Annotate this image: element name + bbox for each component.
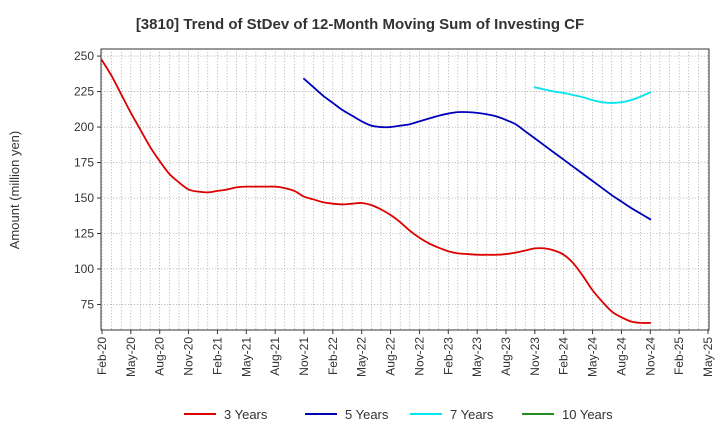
- x-tick-label: Aug-24: [614, 337, 628, 376]
- x-tick-label: Nov-24: [643, 337, 657, 376]
- x-tick-label: Feb-20: [95, 337, 109, 375]
- chart-title: [3810] Trend of StDev of 12-Month Moving…: [136, 16, 584, 33]
- legend-label-7-years: 7 Years: [450, 407, 494, 422]
- y-axis-ticks: 75 100 125 150 175 200 225 250: [74, 49, 101, 311]
- gridlines: [101, 49, 709, 330]
- x-tick-label: Feb-25: [672, 337, 686, 375]
- x-tick-label: May-24: [586, 337, 600, 377]
- x-tick-label: Feb-22: [326, 337, 340, 375]
- y-tick-label: 75: [81, 297, 95, 311]
- legend-label-5-years: 5 Years: [345, 407, 389, 422]
- x-tick-label: Feb-23: [441, 337, 455, 375]
- y-tick-label: 175: [74, 156, 94, 170]
- x-tick-label: Aug-21: [268, 337, 282, 376]
- plot-area: [100, 48, 710, 331]
- x-tick-label: May-20: [124, 337, 138, 377]
- x-tick-label: May-22: [355, 337, 369, 377]
- x-tick-label: Feb-21: [210, 337, 224, 375]
- y-tick-label: 225: [74, 85, 94, 99]
- x-tick-label: Nov-21: [297, 337, 311, 376]
- x-tick-label: May-23: [470, 337, 484, 377]
- legend-label-3-years: 3 Years: [224, 407, 268, 422]
- x-tick-label: Nov-23: [528, 337, 542, 376]
- x-tick-label: Aug-22: [384, 337, 398, 376]
- legend: 3 Years 5 Years 7 Years 10 Years: [184, 407, 613, 422]
- x-tick-label: May-21: [239, 337, 253, 377]
- x-axis-ticks: Feb-20 May-20 Aug-20 Nov-20 Feb-21 May-21 Aug-…: [95, 330, 715, 377]
- series-line-5-years: [303, 77, 652, 221]
- y-tick-label: 125: [74, 226, 94, 240]
- series-line-7-years: [533, 86, 652, 104]
- y-tick-label: 250: [74, 49, 94, 63]
- legend-label-10-years: 10 Years: [562, 407, 613, 422]
- x-tick-label: Nov-22: [412, 337, 426, 376]
- y-tick-label: 200: [74, 120, 94, 134]
- x-tick-label: Feb-24: [557, 337, 571, 375]
- series-line-3-years: [101, 59, 652, 324]
- series-lines: [101, 59, 652, 324]
- x-tick-label: Nov-20: [182, 337, 196, 376]
- x-tick-label: Aug-20: [153, 337, 167, 376]
- y-tick-label: 100: [74, 262, 94, 276]
- x-tick-label: Aug-23: [499, 337, 513, 376]
- x-tick-label: May-25: [701, 337, 715, 377]
- y-axis-label: Amount (million yen): [7, 131, 22, 250]
- y-tick-label: 150: [74, 191, 94, 205]
